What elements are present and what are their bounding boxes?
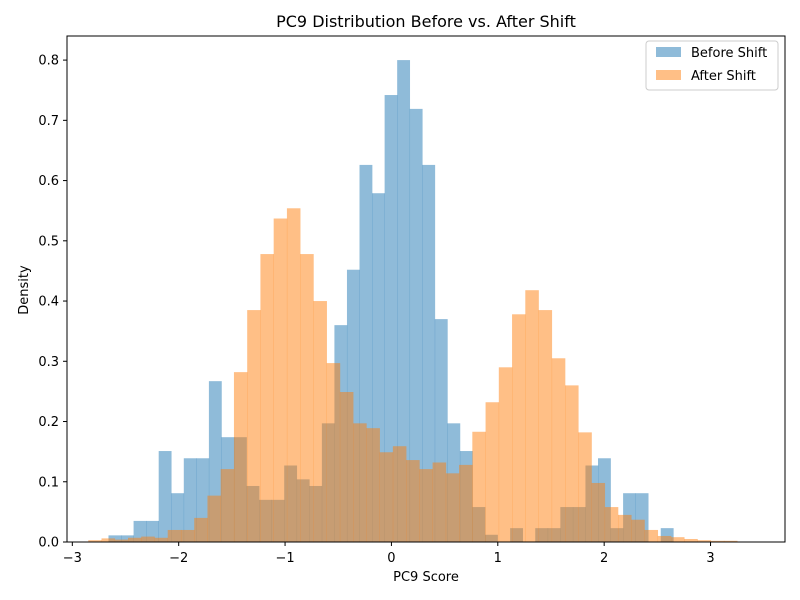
x-axis-ticks: −3 −2 −1 0 1 2 3 [63,542,715,566]
chart-title: PC9 Distribution Before vs. After Shift [276,12,576,31]
bar-after-shift [406,460,420,542]
y-tick-label: 0.6 [38,174,59,189]
bar-before-shift [384,95,398,543]
bar-before-shift [397,60,411,542]
y-tick-label: 0.8 [38,54,59,69]
bar-after-shift [710,540,725,542]
bar-after-shift [591,482,606,542]
bar-after-shift [604,507,619,542]
y-tick-label: 0.7 [38,114,59,129]
bar-after-shift [273,218,288,542]
legend-label-after-shift: After Shift [691,69,756,84]
bar-after-shift [88,540,102,542]
y-axis-ticks: 0.0 0.1 0.2 0.3 0.4 0.5 0.6 0.7 0.8 [38,54,67,551]
y-tick-label: 0.5 [38,234,59,249]
bar-after-shift [366,428,380,542]
bar-after-shift [326,363,341,542]
bar-after-shift [551,358,566,542]
legend-swatch-after-shift [656,70,681,80]
bar-after-shift [644,529,659,542]
bar-after-shift [723,540,738,542]
bar-after-shift [141,536,155,542]
bar-before-shift [158,451,172,542]
bar-after-shift [154,537,169,542]
bar-before-shift [409,108,423,542]
bar-before-shift [422,164,436,542]
bar-after-shift [300,254,314,543]
x-tick-label: −3 [63,551,82,566]
bar-after-shift [445,473,460,542]
x-tick-label: −1 [275,551,294,566]
bar-after-shift [353,423,367,542]
bar-after-shift [498,367,513,542]
y-tick-label: 0.3 [38,355,59,370]
bar-after-shift [472,431,486,542]
y-tick-label: 0.4 [38,295,59,310]
bar-after-shift [392,446,407,542]
bar-after-shift [485,402,500,542]
bar-before-shift [183,458,197,542]
bar-after-shift [260,254,274,543]
bar-after-shift [194,517,208,542]
bar-after-shift [697,540,712,542]
bar-after-shift [167,529,182,542]
x-axis-label: PC9 Score [393,570,459,585]
bar-after-shift [419,469,433,542]
bar-after-shift [207,495,222,542]
bar-after-shift [512,314,526,542]
bar-after-shift [233,372,248,542]
y-tick-label: 0.1 [38,475,59,490]
bar-after-shift [670,537,685,542]
bar-after-shift [101,538,116,542]
y-tick-label: 0.0 [38,536,59,551]
y-axis-label: Density [17,265,32,315]
x-tick-label: 0 [387,551,395,566]
bar-after-shift [247,310,261,542]
legend: Before Shift After Shift [645,40,779,91]
bar-after-shift [538,310,553,542]
plot-frame [66,35,786,543]
y-tick-label: 0.2 [38,415,59,430]
series-after-shift [88,208,738,543]
bar-after-shift [286,208,301,542]
bar-after-shift [128,537,142,542]
x-tick-label: −2 [169,551,188,566]
bar-after-shift [631,519,645,542]
bar-after-shift [565,385,579,542]
bar-before-shift [171,493,185,542]
x-tick-label: 1 [494,551,502,566]
legend-swatch-before-shift [656,47,681,57]
bar-after-shift [379,452,394,542]
bar-after-shift [180,529,195,542]
x-tick-label: 2 [600,551,608,566]
x-tick-label: 3 [706,551,714,566]
bar-after-shift [220,469,235,542]
bar-after-shift [313,301,327,542]
bar-after-shift [657,535,672,542]
bar-after-shift [617,514,632,542]
bar-after-shift [525,290,539,542]
bar-after-shift [432,462,447,542]
bar-after-shift [339,392,354,542]
bar-after-shift [578,432,592,542]
bar-after-shift [684,538,698,542]
bar-after-shift [114,539,129,542]
legend-label-before-shift: Before Shift [691,46,767,61]
bar-after-shift [459,464,473,542]
bar-before-shift [121,535,134,542]
